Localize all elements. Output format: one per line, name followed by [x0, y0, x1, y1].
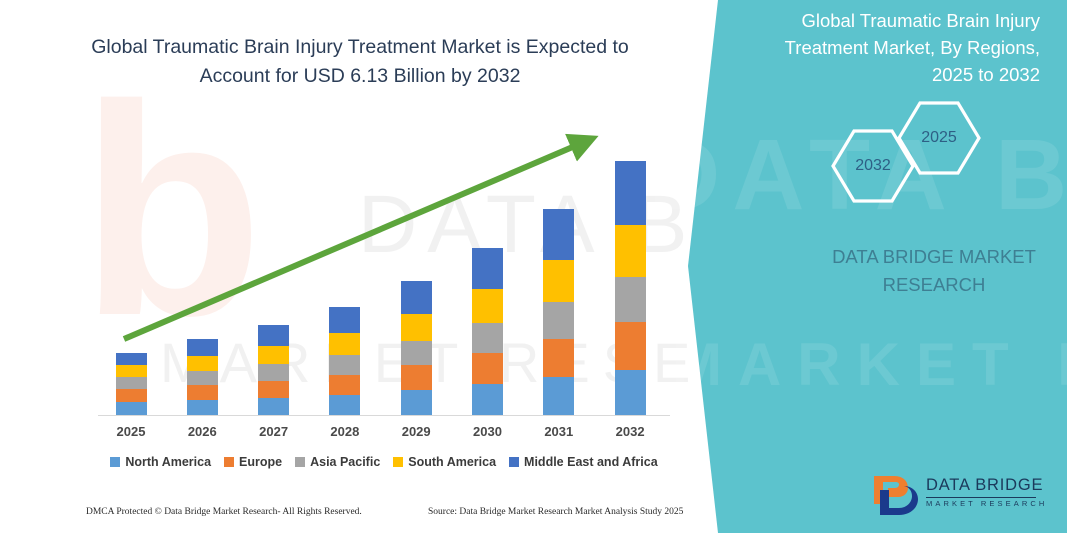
- hexagon-start-year-label: 2025: [921, 129, 957, 146]
- bar-segment: [329, 333, 361, 355]
- footer-source: Source: Data Bridge Market Research Mark…: [428, 507, 684, 517]
- bar-segment: [258, 325, 290, 346]
- bar-segment: [614, 277, 646, 322]
- logo-sub-text: MARKET RESEARCH: [926, 499, 1048, 508]
- bar-segment: [115, 389, 147, 402]
- bar-segment: [472, 248, 503, 289]
- bar-segment: [115, 353, 147, 365]
- trend-arrow-icon: [122, 133, 599, 342]
- legend-swatch-icon: [393, 457, 404, 467]
- bar-2026: [186, 339, 218, 415]
- bar-segment: [186, 385, 218, 400]
- bar-segment: [472, 289, 503, 323]
- bar-2031: [543, 209, 575, 415]
- legend-swatch-icon: [509, 457, 520, 467]
- legend-item[interactable]: North America: [110, 455, 211, 469]
- legend-swatch-icon: [110, 457, 121, 467]
- legend-label: North America: [125, 455, 212, 469]
- bar-segment: [543, 209, 575, 260]
- hexagon-badge-end-year: 2032: [830, 128, 916, 204]
- bar-2025: [115, 353, 147, 415]
- bar-segment: [258, 346, 290, 364]
- panel-watermark-line-1: DATA BRIDGE: [648, 119, 1067, 231]
- legend-item[interactable]: South America: [393, 455, 496, 469]
- bar-segment: [543, 377, 575, 415]
- x-axis-label-2027: 2027: [259, 424, 289, 439]
- bar-segment: [329, 375, 361, 395]
- bar-segment: [186, 371, 218, 385]
- x-axis-label-2025: 2025: [116, 424, 146, 439]
- panel-brand-name: DATA BRIDGE MARKET RESEARCH: [832, 246, 1036, 295]
- page-title: Global Traumatic Brain Injury Treatment …: [91, 36, 629, 88]
- bar-segment: [329, 395, 361, 415]
- logo-mark-icon: [874, 476, 918, 515]
- bar-segment: [258, 398, 290, 415]
- stacked-bar-chart: 2025 2026 2027 2028 2029 2030 2031 2032 North A…: [0, 133, 718, 469]
- bar-segment: [543, 339, 575, 377]
- legend-label: Middle East and Africa: [524, 455, 658, 469]
- bar-segment: [543, 260, 575, 302]
- legend-item[interactable]: Asia Pacific: [295, 455, 380, 469]
- bar-segment: [614, 161, 646, 225]
- bar-segment: [115, 377, 147, 389]
- panel-title: Global Traumatic Brain Injury Treatment …: [784, 10, 1040, 85]
- bar-segment: [186, 356, 218, 371]
- bar-segment: [115, 402, 147, 415]
- legend-label: South America: [408, 455, 497, 469]
- bar-segment: [400, 281, 432, 314]
- bar-segment: [258, 381, 290, 398]
- x-axis-label-2032: 2032: [615, 424, 645, 439]
- bar-segment: [400, 314, 432, 341]
- bar-segment: [543, 302, 575, 339]
- bar-segment: [472, 353, 503, 384]
- bar-segment: [400, 390, 432, 415]
- legend-label: Europe: [239, 455, 283, 469]
- hexagon-end-year-label: 2032: [855, 157, 891, 174]
- legend-label: Asia Pacific: [310, 455, 381, 469]
- bar-2032: [614, 161, 646, 415]
- bar-segment: [472, 384, 503, 415]
- x-axis-label-2026: 2026: [187, 424, 217, 439]
- legend-item[interactable]: Middle East and Africa: [509, 455, 658, 469]
- bar-segment: [400, 341, 432, 365]
- legend-swatch-icon: [295, 457, 306, 467]
- x-axis-label-2031: 2031: [544, 424, 574, 439]
- legend-swatch-icon: [224, 457, 235, 467]
- hexagon-badges: 2032 2025: [820, 98, 1040, 208]
- logo-divider: [926, 497, 1036, 498]
- bar-segment: [186, 339, 218, 356]
- bar-segment: [329, 307, 361, 333]
- bar-segment: [472, 323, 503, 353]
- hexagon-badge-start-year: 2025: [896, 100, 982, 176]
- bar-2029: [400, 281, 432, 415]
- panel-watermark-line-2: MARKET RESEARCH: [672, 331, 1067, 398]
- footer-copyright: DMCA Protected © Data Bridge Market Rese…: [86, 507, 362, 517]
- bar-segment: [186, 400, 218, 415]
- chart-axis-line: [98, 415, 670, 416]
- bar-segment: [400, 365, 432, 390]
- chart-legend: North America Europe Asia Pacific South Ame…: [98, 455, 670, 469]
- bar-2028: [329, 307, 361, 415]
- bar-2030: [472, 248, 503, 415]
- bar-2027: [258, 325, 290, 415]
- x-axis-label-2028: 2028: [330, 424, 360, 439]
- legend-item[interactable]: Europe: [224, 455, 282, 469]
- x-axis-label-2030: 2030: [473, 424, 502, 439]
- bar-segment: [614, 370, 646, 415]
- logo-main-text: DATA BRIDGE: [926, 476, 1044, 494]
- bar-segment: [329, 355, 361, 375]
- bar-segment: [258, 364, 290, 381]
- x-axis-label-2029: 2029: [401, 424, 431, 439]
- bar-segment: [614, 225, 646, 277]
- company-logo: DATA BRIDGE MARKET RESEARCH: [868, 472, 1048, 520]
- bar-segment: [614, 322, 646, 370]
- bar-segment: [115, 365, 147, 377]
- chart-x-axis-labels: 2025 2026 2027 2028 2029 2030 2031 2032: [0, 424, 718, 444]
